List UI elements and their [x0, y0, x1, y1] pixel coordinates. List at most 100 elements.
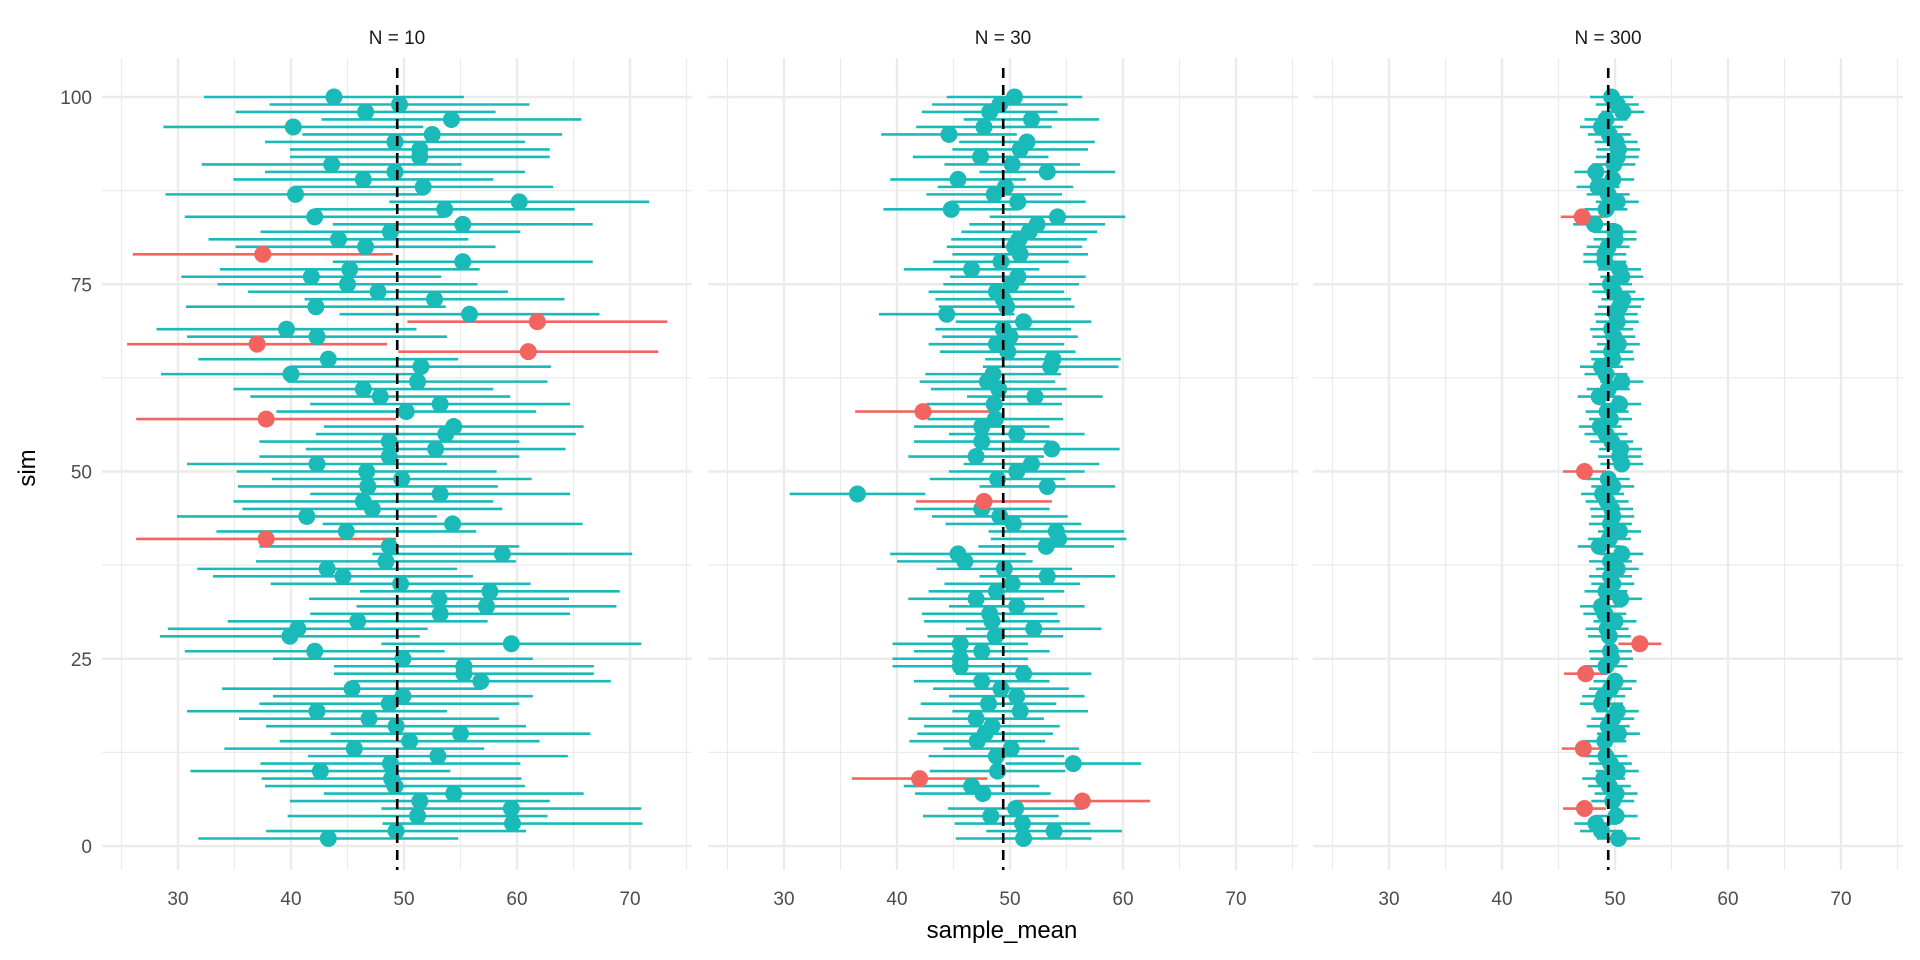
mean-point	[1574, 740, 1592, 758]
mean-point	[951, 650, 969, 668]
mean-point	[1008, 687, 1026, 705]
mean-point	[380, 695, 398, 713]
mean-point	[510, 193, 528, 211]
mean-point	[1044, 350, 1062, 368]
mean-point	[334, 567, 352, 585]
x-tick-label: 40	[280, 889, 301, 910]
mean-point	[394, 650, 412, 668]
mean-point	[986, 627, 1004, 645]
y-tick-label: 0	[81, 837, 92, 858]
mean-point	[461, 305, 479, 323]
mean-point	[409, 373, 427, 391]
mean-point	[1601, 642, 1619, 660]
mean-point	[444, 515, 462, 533]
mean-point	[442, 110, 460, 128]
y-tick-label: 75	[71, 275, 92, 296]
mean-point	[394, 687, 412, 705]
mean-point	[1592, 597, 1610, 615]
mean-point	[1007, 800, 1025, 818]
mean-point	[411, 792, 429, 810]
mean-point	[975, 492, 993, 510]
mean-point	[277, 320, 295, 338]
facet-panel: N = 30 30 40 50 60 70	[708, 28, 1298, 910]
mean-point	[911, 770, 929, 788]
mean-point	[987, 582, 1005, 600]
mean-point	[319, 350, 337, 368]
mean-point	[354, 380, 372, 398]
mean-point	[1002, 740, 1020, 758]
mean-point	[455, 657, 473, 675]
mean-point	[387, 717, 405, 735]
x-tick-label: 50	[999, 889, 1020, 910]
mean-point	[975, 118, 993, 136]
mean-point	[306, 208, 324, 226]
mean-point	[1038, 477, 1056, 495]
y-tick-label: 50	[71, 463, 92, 484]
mean-point	[503, 815, 521, 833]
mean-point	[454, 215, 472, 233]
mean-point	[412, 358, 430, 376]
y-axis-title: sim	[14, 449, 41, 486]
mean-point	[1607, 807, 1625, 825]
mean-point	[1003, 155, 1021, 173]
mean-point	[311, 762, 329, 780]
mean-point	[318, 560, 336, 578]
mean-point	[967, 710, 985, 728]
mean-point	[914, 403, 932, 421]
mean-point	[984, 365, 1002, 383]
mean-point	[284, 118, 302, 136]
mean-point	[1015, 665, 1033, 683]
mean-point	[982, 807, 1000, 825]
x-tick-label: 50	[1604, 889, 1625, 910]
mean-point	[1038, 163, 1056, 181]
x-tick-label: 70	[1830, 889, 1851, 910]
mean-point	[369, 283, 387, 301]
x-tick-label: 70	[1225, 889, 1246, 910]
x-tick-label: 60	[1112, 889, 1133, 910]
x-tick-label: 30	[1378, 889, 1399, 910]
mean-point	[1022, 455, 1040, 473]
y-tick-label: 25	[71, 650, 92, 671]
mean-point	[1587, 815, 1605, 833]
mean-point	[257, 530, 275, 548]
mean-point	[1013, 815, 1031, 833]
mean-point	[1599, 380, 1617, 398]
mean-point	[1608, 702, 1626, 720]
mean-point	[1015, 313, 1033, 331]
mean-point	[323, 155, 341, 173]
mean-point	[528, 313, 546, 331]
x-tick-label: 60	[1717, 889, 1738, 910]
mean-point	[426, 290, 444, 308]
mean-point	[343, 680, 361, 698]
mean-point	[989, 470, 1007, 488]
mean-point	[380, 537, 398, 555]
mean-point	[390, 95, 408, 113]
mean-point	[409, 807, 427, 825]
mean-point	[1587, 163, 1605, 181]
mean-point	[282, 365, 300, 383]
mean-point	[371, 388, 389, 406]
mean-point	[1043, 440, 1061, 458]
mean-point	[1589, 178, 1607, 196]
mean-point	[302, 268, 320, 286]
mean-point	[951, 635, 969, 653]
mean-point	[349, 612, 367, 630]
mean-point	[949, 170, 967, 188]
mean-point	[254, 245, 272, 263]
mean-point	[337, 522, 355, 540]
mean-point	[1606, 223, 1624, 241]
mean-point	[1073, 792, 1091, 810]
mean-point	[981, 605, 999, 623]
mean-point	[325, 88, 343, 106]
mean-point	[1026, 388, 1044, 406]
mean-point	[392, 575, 410, 593]
mean-point	[308, 328, 326, 346]
x-tick-label: 50	[393, 889, 414, 910]
mean-point	[397, 403, 415, 421]
mean-point	[298, 507, 316, 525]
mean-point	[987, 747, 1005, 765]
mean-point	[983, 717, 1001, 735]
mean-point	[1612, 590, 1630, 608]
mean-point	[967, 448, 985, 466]
mean-point	[477, 597, 495, 615]
